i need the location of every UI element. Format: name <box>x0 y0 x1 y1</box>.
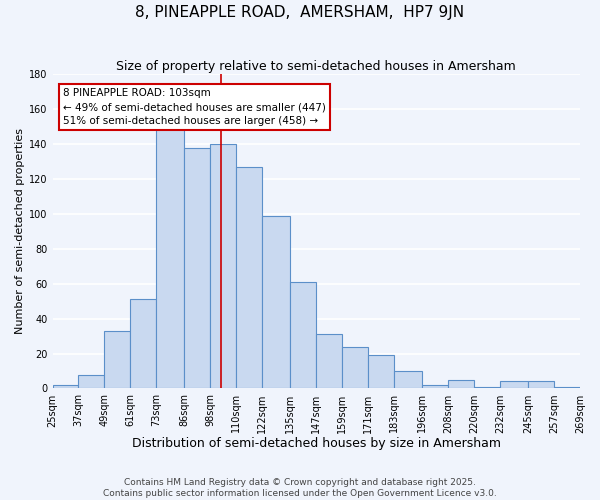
Bar <box>448 380 474 388</box>
Bar <box>528 382 554 388</box>
Bar <box>554 386 580 388</box>
Bar <box>184 148 211 388</box>
Y-axis label: Number of semi-detached properties: Number of semi-detached properties <box>15 128 25 334</box>
Bar <box>236 166 262 388</box>
Bar <box>156 126 184 388</box>
Bar <box>500 382 528 388</box>
Bar <box>342 346 368 389</box>
Text: 8, PINEAPPLE ROAD,  AMERSHAM,  HP7 9JN: 8, PINEAPPLE ROAD, AMERSHAM, HP7 9JN <box>136 5 464 20</box>
Text: 8 PINEAPPLE ROAD: 103sqm
← 49% of semi-detached houses are smaller (447)
51% of : 8 PINEAPPLE ROAD: 103sqm ← 49% of semi-d… <box>64 88 326 126</box>
Bar <box>79 374 104 388</box>
Bar <box>368 356 394 388</box>
Bar <box>211 144 236 388</box>
X-axis label: Distribution of semi-detached houses by size in Amersham: Distribution of semi-detached houses by … <box>132 437 501 450</box>
Bar <box>53 385 79 388</box>
Text: Contains HM Land Registry data © Crown copyright and database right 2025.
Contai: Contains HM Land Registry data © Crown c… <box>103 478 497 498</box>
Bar <box>262 216 290 388</box>
Bar <box>290 282 316 389</box>
Bar <box>394 371 422 388</box>
Bar <box>474 386 500 388</box>
Title: Size of property relative to semi-detached houses in Amersham: Size of property relative to semi-detach… <box>116 60 516 73</box>
Bar <box>422 385 448 388</box>
Bar <box>104 331 130 388</box>
Bar <box>130 300 156 388</box>
Bar <box>316 334 342 388</box>
